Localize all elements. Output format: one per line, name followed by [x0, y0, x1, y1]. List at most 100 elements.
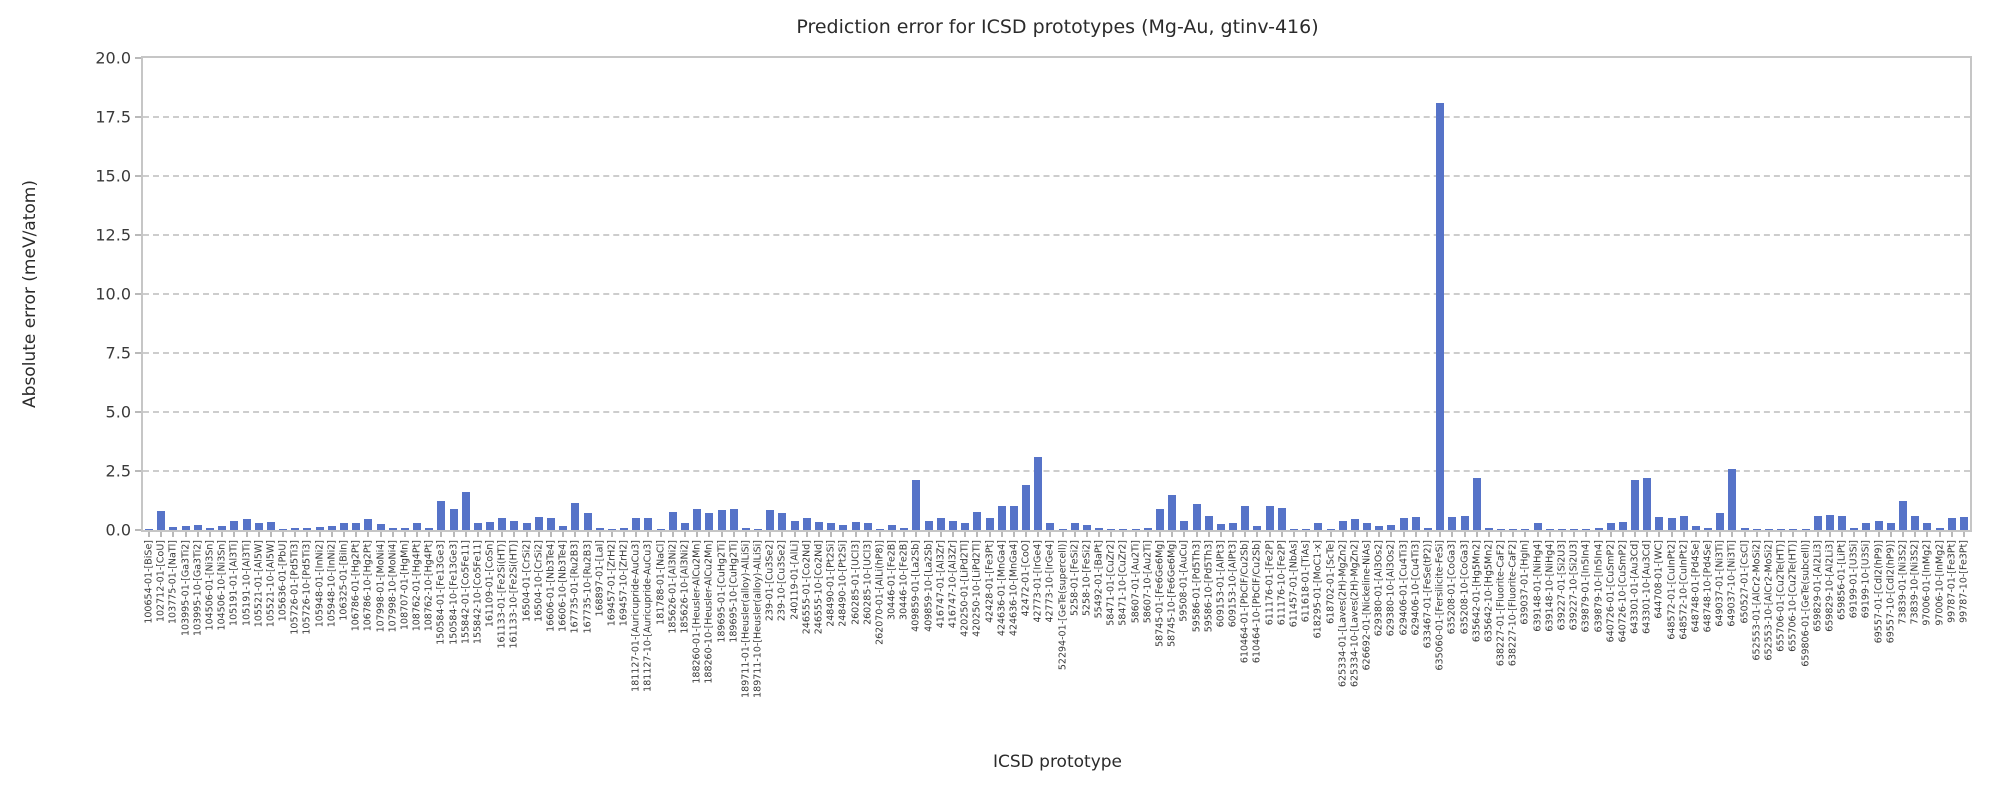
x-tick-label: 260285-10-[UCl3] — [861, 540, 873, 625]
x-tick-mark — [1865, 532, 1868, 537]
x-tick-label: 161133-10-[Fe2Si(HT)] — [508, 540, 520, 649]
bar — [1387, 525, 1396, 530]
bar — [1058, 528, 1067, 530]
x-tick-mark — [1707, 532, 1710, 537]
bar — [571, 502, 580, 530]
bar — [510, 520, 519, 530]
x-tick-label: 161109-01-[CoSn] — [484, 540, 496, 628]
x-tick-label: 97006-10-[InMg2] — [1933, 540, 1945, 626]
x-tick-label: 181127-01-[Auricupride-AuCu3] — [630, 540, 642, 692]
x-tick-mark — [830, 532, 833, 537]
bar — [656, 528, 665, 530]
x-tick-mark — [866, 532, 869, 537]
x-tick-label: 100654-01-[BiSe] — [143, 540, 155, 624]
bar — [839, 525, 848, 530]
x-tick-mark — [647, 532, 650, 537]
x-tick-label: 652553-10-[AlCr2-MoSi2] — [1763, 540, 1775, 661]
x-tick-mark — [1085, 532, 1088, 537]
x-tick-label: 635642-10-[Hg5Mn2] — [1483, 540, 1495, 643]
x-tick-mark — [1524, 532, 1527, 537]
y-tick-label: 7.5 — [105, 343, 131, 363]
x-tick-mark — [1061, 532, 1064, 537]
bar — [1143, 527, 1152, 530]
x-tick-label: 633467-01-[FeSe(tP2)] — [1422, 540, 1434, 649]
x-tick-mark — [355, 532, 358, 537]
bar — [254, 522, 263, 530]
bar — [1862, 522, 1871, 530]
x-tick-mark — [403, 532, 406, 537]
x-tick-label: 105191-10-[Al3Ti] — [240, 540, 252, 626]
x-tick-label: 42773-01-[IrGe4] — [1032, 540, 1044, 623]
x-tick-mark — [1962, 532, 1965, 537]
bar — [449, 508, 458, 530]
x-tick-mark — [793, 532, 796, 537]
bar — [1460, 515, 1469, 530]
x-tick-mark — [245, 532, 248, 537]
x-tick-label: 639148-01-[NiHg4] — [1531, 540, 1543, 632]
bar — [461, 492, 470, 530]
x-tick-label: 16606-10-[Nb3Te4] — [557, 540, 569, 632]
x-tick-mark — [635, 532, 638, 537]
bar — [1533, 522, 1542, 530]
bar — [1655, 517, 1664, 530]
x-tick-mark — [891, 532, 894, 537]
x-tick-mark — [574, 532, 577, 537]
x-tick-label: 420250-10-[LiPd2Tl] — [971, 540, 983, 637]
x-tick-mark — [842, 532, 845, 537]
x-tick-label: 649037-01-[Ni3Ti] — [1714, 540, 1726, 627]
x-tick-label: 649037-10-[Ni3Ti] — [1726, 540, 1738, 627]
x-tick-mark — [1621, 532, 1624, 537]
x-tick-label: 167735-01-[Ru2B3] — [569, 540, 581, 634]
x-tick-label: 635208-01-[CoGa3] — [1446, 540, 1458, 635]
x-tick-label: 643301-01-[Au3Cd] — [1629, 540, 1641, 634]
x-tick-label: 625334-10-[Laves(2H)-MgZn2] — [1349, 540, 1361, 687]
bar — [1241, 506, 1250, 530]
bar — [364, 519, 373, 530]
x-tick-mark — [1110, 532, 1113, 537]
x-tick-mark — [1926, 532, 1929, 537]
x-tick-label: 5258-01-[FeSi2] — [1069, 540, 1081, 617]
y-tick-label: 2.5 — [105, 461, 131, 481]
x-tick-mark — [903, 532, 906, 537]
x-tick-label: 103995-10-[Ga3Ti2] — [192, 540, 204, 637]
x-tick-mark — [1560, 532, 1563, 537]
x-tick-mark — [1134, 532, 1137, 537]
bar — [1131, 528, 1140, 530]
bar — [1472, 478, 1481, 530]
x-tick-label: 104506-10-[Ni3Sn] — [216, 540, 228, 631]
x-tick-label: 16606-01-[Nb3Te4] — [545, 540, 557, 632]
x-tick-mark — [330, 532, 333, 537]
x-tick-label: 650527-01-[CsCl] — [1738, 540, 1750, 624]
x-tick-label: 58607-01-[Au2Ti] — [1129, 540, 1141, 624]
x-tick-mark — [1487, 532, 1490, 537]
bar — [181, 526, 190, 530]
x-tick-label: 635060-01-[Fersilicite-FeSi] — [1434, 540, 1446, 671]
bar — [632, 518, 641, 530]
bar — [1777, 528, 1786, 530]
bar — [486, 521, 495, 530]
bar — [814, 521, 823, 530]
x-tick-label: 638227-01-[Fluorite-CaF2] — [1495, 540, 1507, 667]
bar — [1253, 526, 1262, 530]
x-tick-label: 655706-10-[Cu2Te(HT)] — [1787, 540, 1799, 652]
x-tick-mark — [1755, 532, 1758, 537]
x-tick-label: 59586-10-[Pd5Th3] — [1203, 540, 1214, 633]
x-tick-mark — [964, 532, 967, 537]
x-tick-mark — [1512, 532, 1515, 537]
bar — [1521, 528, 1530, 530]
x-tick-label: 73839-10-[Ni3S2] — [1909, 540, 1921, 625]
x-tick-mark — [501, 532, 504, 537]
x-tick-label: 106325-01-[BiIn] — [338, 540, 350, 621]
x-tick-mark — [525, 532, 528, 537]
x-tick-label: 659829-10-[Al2Li3] — [1824, 540, 1836, 632]
bar — [1801, 528, 1810, 530]
bar — [1667, 518, 1676, 530]
x-tick-label: 635208-10-[CoGa3] — [1458, 540, 1470, 635]
x-tick-label: 246555-10-[Co2Nd] — [813, 540, 825, 635]
x-tick-label: 629406-10-[Cu4Ti3] — [1410, 540, 1422, 636]
bar — [1704, 527, 1713, 530]
x-tick-mark — [1207, 532, 1210, 537]
x-tick-label: 97006-01-[InMg2] — [1921, 540, 1933, 626]
x-tick-mark — [1146, 532, 1149, 537]
x-tick-mark — [1682, 532, 1685, 537]
